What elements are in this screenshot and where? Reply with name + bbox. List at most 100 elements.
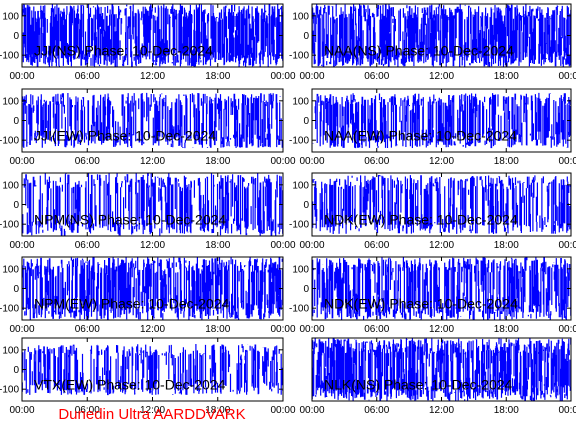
x-tick-label: 00:00 [9,324,34,335]
x-tick-label: 06:00 [364,71,389,82]
chart-panel: 100 0 -100 00:00 06:00 12:00 18:00 00:00 NDK(EW)… [289,256,576,335]
x-tick-label: 00:00 [9,240,34,251]
chart-panel: 100 0 -100 00:00 06:00 12:00 18:00 00:00 NPM(EW)… [0,256,296,335]
x-tick-label: 18:00 [494,405,519,416]
x-tick-label: 00:00 [299,405,324,416]
panel-title-label: NDK(EW) Phase: 10-Dec-2024 [324,212,518,228]
y-tick-label: 0 [303,284,309,295]
y-tick-label: -100 [289,136,309,147]
x-tick-label: 12:00 [429,240,454,251]
y-tick-label: -100 [0,51,19,62]
phase-trace [312,92,571,149]
x-tick-label: 00:00 [9,156,34,167]
x-tick-label: 06:00 [364,240,389,251]
x-tick-label: 00:00 [299,240,324,251]
chart-panel: 100 0 -100 00:00 06:00 12:00 18:00 00:00 NDK(EW)… [289,172,576,251]
plot-panels: 100 0 -100 00:00 06:00 12:00 18:00 00:00 JJI(NS)… [0,3,576,416]
y-tick-label: -100 [0,385,19,396]
x-tick-label: 12:00 [140,240,165,251]
chart-panel: 100 0 -100 00:00 06:00 12:00 18:00 00:00 JJI(NS)… [0,3,296,82]
x-tick-label: 00:00 [558,240,576,251]
chart-panel: 100 0 -100 00:00 06:00 12:00 18:00 00:00 NAA(EW)… [289,88,576,167]
x-tick-label: 06:00 [75,324,100,335]
x-tick-label: 12:00 [140,156,165,167]
x-tick-label: 06:00 [364,405,389,416]
x-tick-label: 18:00 [205,156,230,167]
chart-panel: 100 0 -100 00:00 06:00 12:00 18:00 00:00 NPM(NS)… [0,172,296,251]
phase-trace [312,175,571,234]
x-tick-label: 06:00 [364,156,389,167]
phase-trace [22,92,283,149]
y-tick-label: 100 [292,264,309,275]
y-tick-label: 0 [13,116,19,127]
x-tick-label: 00:00 [558,156,576,167]
x-tick-label: 18:00 [494,324,519,335]
x-tick-label: 00:00 [558,71,576,82]
x-tick-label: 00:00 [299,156,324,167]
chart-panel: 00:00 06:00 12:00 18:00 00:00 NLK(NS) Phase: … [299,337,576,416]
y-tick-label: 100 [292,180,309,191]
chart-panel: 100 0 -100 00:00 06:00 12:00 18:00 00:00 JJI(EW)… [0,88,296,167]
x-tick-label: 18:00 [205,324,230,335]
y-tick-label: 100 [2,96,19,107]
x-tick-label: 06:00 [75,240,100,251]
x-tick-label: 00:00 [9,405,34,416]
x-tick-label: 18:00 [205,405,230,416]
y-tick-label: 0 [303,31,309,42]
x-tick-label: 12:00 [429,324,454,335]
y-tick-label: -100 [289,51,309,62]
x-tick-label: 00:00 [270,71,295,82]
panel-title-label: NLK(NS) Phase: 10-Dec-2024 [324,377,513,393]
x-tick-label: 00:00 [270,324,295,335]
panel-title-label: NPM(NS) Phase: 10-Dec-2024 [34,212,226,228]
x-tick-label: 00:00 [270,405,295,416]
x-tick-label: 00:00 [270,240,295,251]
figure-footer-text: Dunedin Ultra AARDDVARK [58,406,245,423]
chart-panel: 100 0 -100 00:00 06:00 12:00 18:00 00:00 VTX(EW)… [0,337,296,416]
y-tick-label: -100 [0,304,19,315]
x-tick-label: 12:00 [429,71,454,82]
x-tick-label: 12:00 [429,156,454,167]
x-tick-label: 00:00 [299,71,324,82]
y-tick-label: 0 [13,200,19,211]
y-tick-label: 0 [13,365,19,376]
x-tick-label: 12:00 [140,71,165,82]
y-tick-label: -100 [0,136,19,147]
y-tick-label: 100 [292,96,309,107]
x-tick-label: 00:00 [9,71,34,82]
x-tick-label: 18:00 [205,240,230,251]
x-tick-label: 18:00 [494,71,519,82]
y-tick-label: -100 [289,304,309,315]
x-tick-label: 12:00 [140,324,165,335]
panel-title-label: NAA(EW) Phase: 10-Dec-2024 [324,128,517,144]
x-tick-label: 18:00 [494,240,519,251]
y-tick-label: 100 [2,264,19,275]
panel-title-label: NPM(EW) Phase: 10-Dec-2024 [34,296,230,312]
y-tick-label: 100 [2,345,19,356]
x-tick-label: 00:00 [558,405,576,416]
panel-title-label: NAA(NS) Phase: 10-Dec-2024 [324,43,514,59]
y-tick-label: 100 [292,11,309,22]
y-tick-label: 0 [13,31,19,42]
panel-title-label: VTX(EW) Phase: 10-Dec-2024 [34,377,226,393]
x-tick-label: 06:00 [75,156,100,167]
x-tick-label: 06:00 [75,405,100,416]
y-tick-label: -100 [0,220,19,231]
y-tick-label: 100 [2,180,19,191]
x-tick-label: 12:00 [429,405,454,416]
y-tick-label: 100 [2,11,19,22]
y-tick-label: -100 [289,220,309,231]
x-tick-label: 18:00 [494,156,519,167]
x-tick-label: 00:00 [558,324,576,335]
y-tick-label: 0 [13,284,19,295]
x-tick-label: 18:00 [205,71,230,82]
x-tick-label: 00:00 [270,156,295,167]
panel-title-label: JJI(NS) Phase: 10-Dec-2024 [34,43,213,59]
chart-panel: 100 0 -100 00:00 06:00 12:00 18:00 00:00 NAA(NS)… [289,3,576,82]
y-tick-label: 0 [303,200,309,211]
x-tick-label: 00:00 [299,324,324,335]
x-tick-label: 06:00 [364,324,389,335]
y-tick-label: 0 [303,116,309,127]
panel-title-label: JJI(EW) Phase: 10-Dec-2024 [34,128,216,144]
